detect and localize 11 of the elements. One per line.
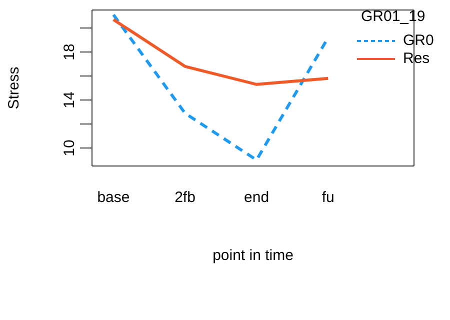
x-tick-label: base [97,189,130,206]
x-tick-label: fu [322,189,334,206]
x-tick-label: end [244,189,270,206]
y-tick-label: 10 [61,140,78,156]
x-tick-label: 2fb [174,189,196,206]
y-tick-label: 18 [61,44,78,60]
y-tick-label: 14 [61,92,78,108]
x-axis-title: point in time [212,247,294,264]
line-series [112,18,330,86]
y-axis-title: Stress [6,66,22,110]
line-series [112,13,330,162]
